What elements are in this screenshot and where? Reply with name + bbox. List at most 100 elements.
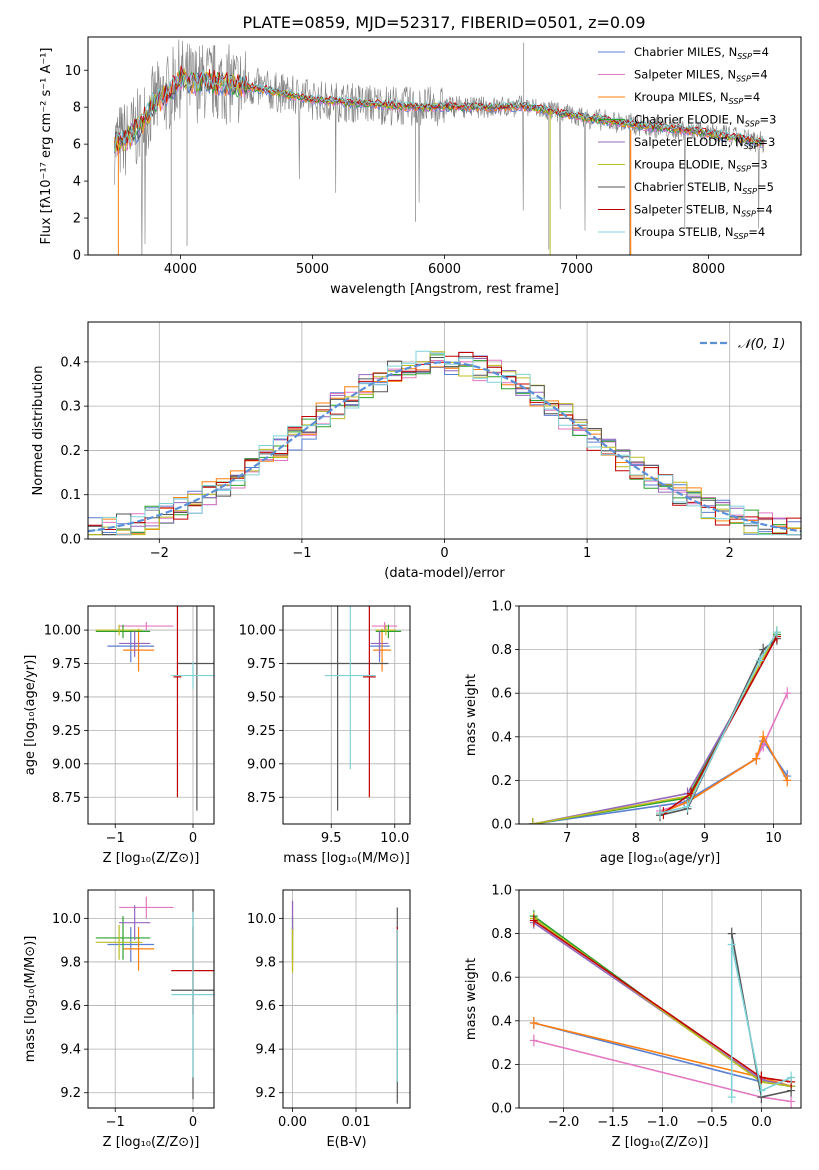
weight-marker <box>528 818 537 824</box>
y-tick-label: 0 <box>73 249 81 264</box>
x-tick-label: 0.01 <box>342 1115 371 1130</box>
weight-marker <box>783 774 792 787</box>
panel-mass-vs-EBV: 0.00 0.01 9.2 9.4 9.6 9.8 10.0 E(B-V) <box>247 889 411 1150</box>
y-tick-label: 4 <box>73 175 81 190</box>
errorbar-point-6 <box>95 924 143 960</box>
y-tick-label: 9.4 <box>255 1043 276 1058</box>
errorbar-point-3 <box>123 927 155 971</box>
axes-frame <box>87 36 802 256</box>
legend-label: Chabrier MILES, NSSP=4 <box>634 45 769 61</box>
y-tick-label: 0.1 <box>60 488 81 503</box>
plot-area <box>95 606 214 811</box>
errorbar-point-2 <box>119 622 174 631</box>
x-tick-label: 0.0 <box>751 1115 772 1130</box>
y-tick-label: 0.8 <box>491 643 512 658</box>
legend-label: Kroupa MILES, NSSP=4 <box>634 90 760 106</box>
panel-age-vs-mass: 9.5 10.0 8.75 9.00 9.25 9.50 9.75 10.00 mass [lo… <box>239 605 411 866</box>
legend: 𝒩(0, 1) <box>700 337 785 352</box>
figure-title: PLATE=0859, MJD=52317, FIBERID=0501, z=0… <box>242 13 645 32</box>
errorbar-point-9 <box>171 911 214 1078</box>
errorbar-point-2 <box>119 896 174 919</box>
x-tick-label: 6000 <box>428 262 461 277</box>
errorbar-point-3 <box>123 628 155 672</box>
panel-age-vs-Z: −1 0 8.75 9.00 9.25 9.50 9.75 10.00 Z [log₁₀(Z/Z… <box>23 605 215 866</box>
errorbar-point-3 <box>373 628 391 672</box>
model-9 <box>114 69 765 152</box>
errorbar-point-8 <box>173 606 182 798</box>
y-tick-label: 0.4 <box>491 730 512 745</box>
plot-area <box>114 39 765 255</box>
weight-marker <box>787 1095 796 1108</box>
panel-spectrum: 4000 5000 6000 7000 8000 0 2 4 6 8 10 wavelength [A… <box>39 36 802 297</box>
x-axis-label: Z [log₁₀(Z/Z⊙)] <box>612 1135 709 1150</box>
axes-frame <box>87 321 802 540</box>
y-tick-label: 9.75 <box>247 657 276 672</box>
legend-label: Salpeter STELIB, NSSP=4 <box>634 203 773 219</box>
weight-marker <box>683 800 692 813</box>
axes-frame <box>282 605 411 825</box>
y-tick-label: 10.00 <box>44 624 81 639</box>
y-tick-label: 0.0 <box>60 533 81 548</box>
axes-frame <box>87 889 215 1109</box>
weight-marker <box>787 1071 796 1084</box>
y-tick-label: 10.00 <box>239 624 276 639</box>
y-tick-label: 0.2 <box>491 774 512 789</box>
axes-frame <box>282 889 411 1109</box>
y-axis-label: mass weight <box>464 674 479 756</box>
y-tick-label: 8 <box>73 101 81 116</box>
axes-frame <box>518 605 802 825</box>
errorbar-point-6 <box>375 624 397 636</box>
panel-weight-vs-Z: −2.0 −1.5 −1.0 −0.5 0.0 0.0 0.2 0.4 0.6 0.8 1.0 Z [… <box>464 884 802 1150</box>
histogram-9 <box>88 350 801 536</box>
errorbar-point-7 <box>177 606 214 811</box>
errorbar-point-4 <box>95 916 151 960</box>
x-axis-label: wavelength [Angstrom, rest frame] <box>330 282 559 297</box>
y-tick-label: 9.2 <box>255 1086 276 1101</box>
y-tick-label: 0.6 <box>491 687 512 702</box>
plot-area <box>88 350 801 536</box>
x-tick-label: −1 <box>106 831 125 846</box>
errorbar-point-9 <box>324 606 376 770</box>
errorbar-point-5 <box>119 905 151 941</box>
y-tick-label: 9.6 <box>255 999 276 1014</box>
y-tick-label: 1.0 <box>491 600 512 615</box>
y-tick-label: 0.2 <box>60 444 81 459</box>
x-tick-label: 7000 <box>560 262 593 277</box>
weight-line-9 <box>659 631 778 814</box>
weight-marker <box>727 1091 736 1104</box>
y-tick-label: 0.0 <box>491 818 512 833</box>
x-tick-label: −1.0 <box>647 1115 679 1130</box>
y-tick-label: 10.0 <box>247 912 276 927</box>
panel-residuals: −2 −1 0 1 2 0.0 0.1 0.2 0.3 0.4 (data-model)/error… <box>31 321 802 581</box>
y-tick-label: 0.4 <box>491 1014 512 1029</box>
x-tick-label: −2.0 <box>548 1115 580 1130</box>
y-tick-label: 9.4 <box>60 1043 81 1058</box>
plot-area <box>286 606 402 811</box>
y-axis-label: age [log₁₀(age/yr)] <box>23 655 38 776</box>
plot-area <box>529 910 796 1108</box>
y-tick-label: 9.6 <box>60 999 81 1014</box>
y-tick-label: 1.0 <box>491 884 512 899</box>
y-tick-label: 0.3 <box>60 400 81 415</box>
plot-area <box>528 626 792 824</box>
errorbar-point-9 <box>171 662 214 689</box>
weight-marker <box>752 752 761 765</box>
legend-label: Chabrier STELIB, NSSP=5 <box>634 180 774 196</box>
x-tick-label: 2 <box>726 546 734 561</box>
y-tick-label: 9.50 <box>247 690 276 705</box>
weight-marker <box>759 730 768 743</box>
x-tick-label: 9.5 <box>321 831 342 846</box>
y-tick-label: 9.2 <box>60 1086 81 1101</box>
weight-line-6 <box>532 631 778 824</box>
weight-line-9 <box>730 944 792 1098</box>
weight-marker <box>529 1034 538 1047</box>
errorbar-point-1 <box>107 630 155 663</box>
y-tick-label: 10.0 <box>52 912 81 927</box>
weight-marker <box>757 1084 766 1097</box>
y-tick-label: 8.75 <box>52 791 81 806</box>
y-tick-label: 9.75 <box>52 657 81 672</box>
legend-label: Kroupa STELIB, NSSP=4 <box>634 225 765 241</box>
weight-marker <box>656 807 664 820</box>
y-tick-label: 6 <box>73 138 81 153</box>
